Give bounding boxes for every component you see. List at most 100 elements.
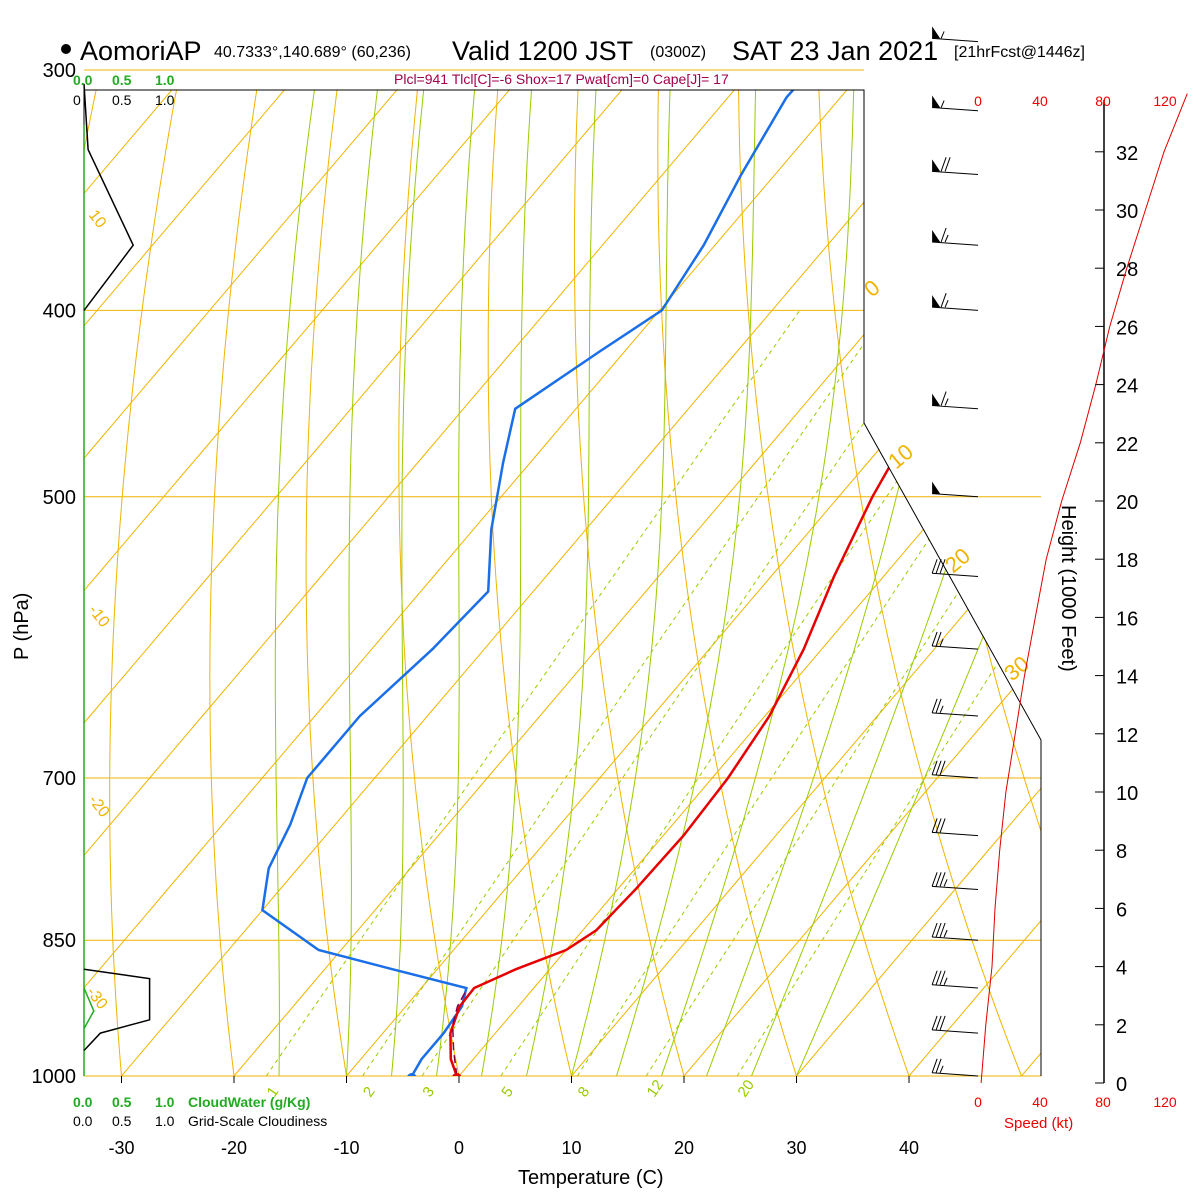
wind-barb-halfflag [943, 977, 948, 985]
isotherm-line [84, 90, 544, 1076]
moist-adiabat-line [796, 90, 1041, 1076]
cloudiness-line [83, 83, 135, 311]
wind-barb-staff [932, 885, 979, 891]
mixing-ratio-label: 5 [498, 1084, 517, 1101]
height-tick-label: 4 [1116, 958, 1127, 980]
speed-bottom-tick: 0 [974, 1094, 982, 1110]
cloudiness-line [83, 968, 151, 1052]
wind-barb-pennant [932, 26, 941, 39]
cloudwater-top-tick: 1.0 [155, 72, 175, 88]
dry-adiabat-line [84, 90, 136, 1076]
isotherm-line [346, 90, 1041, 1076]
temperature-tick-label: 40 [899, 1138, 919, 1158]
height-tick-label: 18 [1116, 550, 1138, 572]
dry-adiabat-line [1195, 0, 1200, 1076]
wind-barb-flag [935, 872, 942, 887]
wind-barb-flag [940, 292, 947, 308]
height-tick-label: 26 [1116, 317, 1138, 339]
dry-adiabat-line [109, 90, 212, 1076]
height-tick-label: 0 [1116, 1074, 1127, 1096]
wind-barb-staff [932, 984, 979, 989]
plot-outline [83, 89, 1042, 1076]
parcel-line [451, 987, 469, 1076]
height-tick-label: 14 [1116, 667, 1138, 689]
wind-barb-pennant [932, 95, 941, 108]
wind-barb-flag [931, 1015, 938, 1031]
surface-dewpoint-dot [406, 1073, 417, 1076]
isotherm-line [84, 90, 657, 1076]
wind-barb-flag [939, 922, 946, 938]
surface-temperature-dot [451, 1073, 462, 1076]
dry-adiabat-line [487, 90, 572, 1076]
temperature-tick-label: 10 [561, 1138, 581, 1158]
wind-barb-staff [932, 306, 979, 311]
isotherm-line [796, 90, 1041, 1076]
moist-adiabat-line [274, 90, 343, 1076]
wind-barb-flag [939, 872, 946, 887]
moist-adiabat-line [481, 90, 548, 1076]
pressure-tick-label: 700 [43, 768, 76, 790]
wind-barb-flag [935, 559, 942, 574]
pressure-tick-label: 500 [43, 487, 76, 509]
wind-barb-staff [932, 405, 979, 410]
moist-adiabat-line [346, 90, 402, 1076]
isotherm-label: -20 [85, 792, 113, 821]
isotherm-line [84, 90, 94, 1076]
speed-bottom-tick: 80 [1095, 1094, 1111, 1110]
pressure-grid: 2503004005007008501000 [32, 60, 1041, 1088]
cloudiness-top-tick: 0.5 [112, 92, 132, 108]
temperature-line [449, 90, 1041, 1076]
wind-barb-staff [932, 241, 979, 246]
isotherm-label: 10 [85, 207, 109, 232]
wind-barb-pennant [932, 393, 941, 406]
wind-barb-halfflag [943, 879, 948, 887]
isotherm-line [84, 90, 207, 1076]
isotherm-line [233, 90, 1041, 1076]
dry-adiabat-line [657, 90, 797, 1076]
mixing-ratio-line [421, 310, 942, 1076]
wind-barb-flag [931, 698, 938, 714]
mixing-ratio-line [362, 310, 888, 1076]
speed-top-tick: 0 [974, 93, 982, 109]
height-tick-label: 20 [1116, 492, 1138, 514]
moist-adiabat-line [526, 90, 609, 1076]
wind-barb-staff [932, 572, 979, 577]
mixing-ratio-line [736, 310, 1041, 1076]
wind-barb-halfflag [939, 638, 944, 647]
pressure-tick-label: 300 [43, 60, 76, 82]
forecast-date: SAT 23 Jan 2021 [732, 36, 938, 66]
temperature-tick-label: 30 [786, 1138, 806, 1158]
wind-barb-flag [931, 559, 938, 574]
moist-adiabat-line [616, 90, 762, 1076]
station-name: AomoriAP [80, 36, 202, 66]
moist-adiabat-line [661, 90, 859, 1076]
height-tick-label: 12 [1116, 725, 1138, 747]
cloudwater-label: CloudWater (g/Kg) [188, 1094, 310, 1110]
isotherm-label: -30 [83, 984, 111, 1013]
height-tick-label: 22 [1116, 434, 1138, 456]
cloudiness-bottom-tick: 0.0 [73, 1113, 93, 1129]
dry-adiabat-line [892, 90, 1041, 1076]
wind-barb-flag [931, 760, 938, 775]
mixing-ratio-label: 3 [419, 1084, 438, 1101]
wind-barb-flag [940, 391, 947, 406]
mixing-ratio-label: 12 [644, 1077, 667, 1100]
forecast-info: [21hrFcst@1446z] [954, 44, 1085, 61]
y-axis-label: P (hPa) [11, 593, 33, 660]
wind-barb-flag [931, 818, 938, 833]
height-axis-label: Height (1000 Feet) [1057, 505, 1079, 672]
x-axis-label: Temperature (C) [518, 1167, 664, 1189]
wind-barb-flag [939, 970, 946, 985]
wind-barb-staff [932, 107, 979, 112]
moist-adiabat-line [436, 90, 494, 1076]
moist-adiabat-line [391, 90, 446, 1076]
isotherm-line [1021, 90, 1041, 1076]
wind-barb-staff [932, 831, 979, 837]
moist-adiabat-line [706, 90, 973, 1076]
speed-bottom-tick: 40 [1032, 1094, 1048, 1110]
cloudiness-bottom-tick: 0.5 [112, 1113, 132, 1129]
